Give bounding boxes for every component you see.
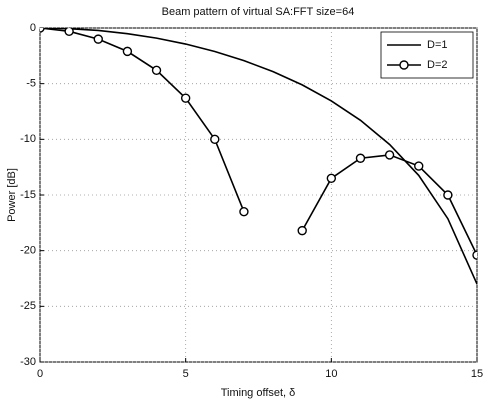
series-marker (40, 28, 45, 33)
plot-area (40, 28, 477, 285)
y-tick-label: -25 (20, 300, 36, 312)
series-marker (151, 65, 162, 76)
series-marker (443, 190, 453, 200)
x-tick-label: 15 (471, 368, 483, 380)
y-tick-label: -5 (26, 78, 36, 90)
series-marker (355, 153, 366, 163)
legend-label: D=1 (427, 39, 448, 51)
y-tick-label: -30 (20, 356, 36, 368)
y-axis-label: Power [dB] (6, 168, 18, 222)
y-tick-label: -10 (20, 133, 36, 145)
series-marker (64, 28, 74, 37)
y-tick-label: -15 (20, 189, 36, 201)
y-tick-label: 0 (30, 22, 36, 34)
legend-box (380, 31, 474, 79)
series-marker (122, 46, 133, 57)
series-marker (180, 93, 191, 103)
series-marker (326, 173, 337, 184)
x-tick-label: 0 (37, 368, 43, 380)
series-marker (210, 134, 220, 145)
series-marker (384, 150, 395, 160)
x-axis-label: Timing offset, δ (221, 387, 296, 399)
x-tick-label: 10 (325, 368, 337, 380)
series-marker (297, 225, 307, 236)
series-marker (93, 34, 103, 44)
legend-label: D=2 (427, 59, 448, 71)
series-marker (472, 250, 477, 260)
series-marker (414, 161, 424, 171)
legend-marker (399, 60, 409, 70)
chart-title: Beam pattern of virtual SA:FFT size=64 (162, 6, 355, 18)
x-tick-label: 5 (183, 368, 189, 380)
y-tick-label: -20 (20, 245, 36, 257)
series-marker (239, 206, 249, 217)
